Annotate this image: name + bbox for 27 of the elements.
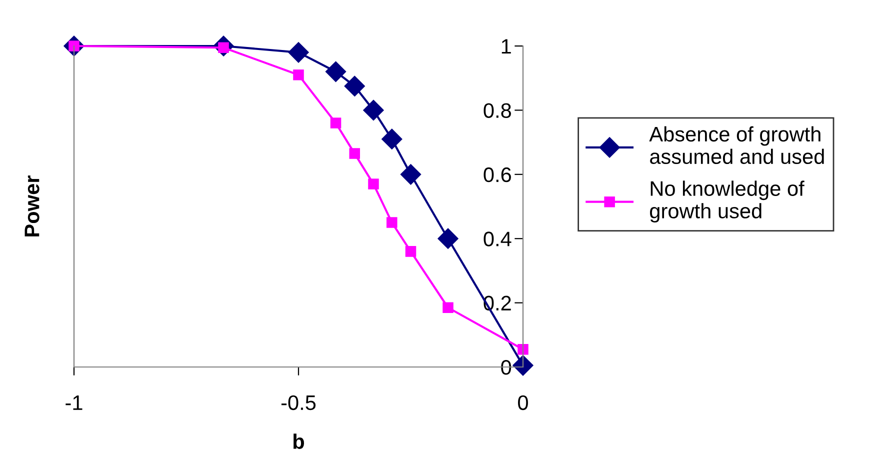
legend-label: No knowledge of growth used — [650, 180, 804, 223]
legend-label: Absence of growth assumed and used — [649, 126, 824, 164]
point — [293, 70, 304, 80]
x-tick-label: 0 — [518, 395, 528, 410]
x-tick-label: -1 — [66, 396, 82, 410]
y-tick-label: 0.6 — [484, 167, 511, 182]
point — [325, 61, 346, 82]
point — [442, 302, 454, 313]
x-tick-label: -0.5 — [281, 395, 316, 410]
point — [368, 178, 379, 190]
y-tick-label: 1 — [502, 39, 511, 54]
point — [512, 355, 534, 376]
point — [438, 228, 458, 249]
y-axis-title: Power — [24, 176, 40, 236]
point — [382, 128, 402, 150]
point — [349, 148, 360, 159]
point — [363, 100, 384, 121]
point — [288, 42, 309, 63]
point — [400, 164, 422, 185]
y-tick-label: 0.8 — [484, 103, 511, 118]
point — [405, 246, 416, 257]
point — [386, 217, 398, 228]
point — [518, 344, 528, 355]
y-tick-label: 0.4 — [484, 232, 512, 246]
point — [344, 76, 365, 96]
x-axis-title: b — [294, 434, 304, 449]
point — [330, 118, 342, 128]
